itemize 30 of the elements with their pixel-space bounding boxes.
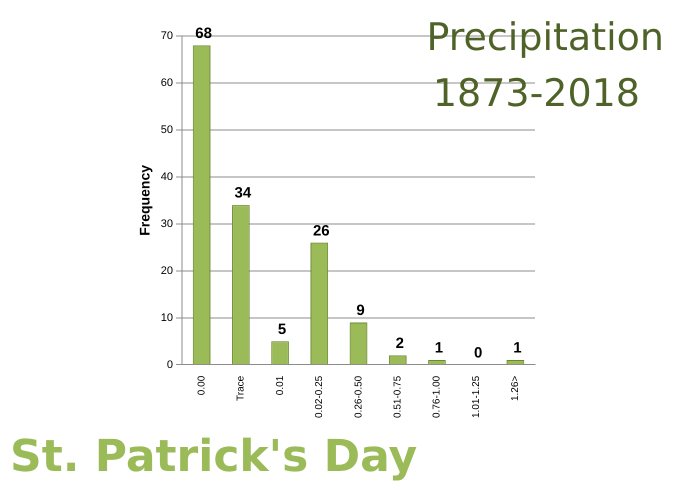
- y-tick-label: 60: [160, 76, 174, 89]
- x-tick-label: Trace: [236, 375, 247, 401]
- y-axis-title: Frequency: [136, 164, 152, 236]
- data-label: 26: [312, 222, 330, 240]
- data-label: 2: [396, 334, 404, 352]
- x-tick-label: 0.26-0.50: [353, 375, 364, 418]
- data-label: 9: [356, 302, 365, 320]
- y-tick-label: 10: [160, 312, 174, 324]
- x-tick-label: 0.01: [274, 375, 286, 396]
- data-label: 68: [195, 25, 212, 42]
- y-tick-label: 70: [160, 30, 174, 42]
- y-tick-label: 0: [166, 358, 174, 371]
- text: St. Patrick's Day: [10, 431, 418, 482]
- y-tick-label: 30: [160, 218, 174, 230]
- data-label: 0: [474, 344, 482, 362]
- x-tick-label: 0.00: [196, 375, 208, 396]
- data-label: 1: [513, 340, 522, 357]
- x-tick-label: 0.02-0.25: [314, 375, 326, 418]
- text: 1873-2018: [432, 71, 640, 115]
- chart-title: Precipitation: [426, 15, 664, 59]
- x-tick-label: 0.76-1.00: [432, 375, 443, 418]
- data-label: 5: [278, 320, 286, 338]
- x-tick-label: 1.26>: [510, 376, 522, 402]
- x-tick-label: 0.51-0.75: [392, 375, 404, 418]
- y-tick-label: 40: [160, 170, 174, 183]
- data-label: 34: [234, 184, 252, 202]
- y-tick-label: 50: [160, 124, 174, 136]
- data-label: 1: [434, 340, 444, 357]
- x-tick-label: 1.01-1.25: [470, 375, 482, 418]
- y-tick-label: 20: [160, 264, 174, 277]
